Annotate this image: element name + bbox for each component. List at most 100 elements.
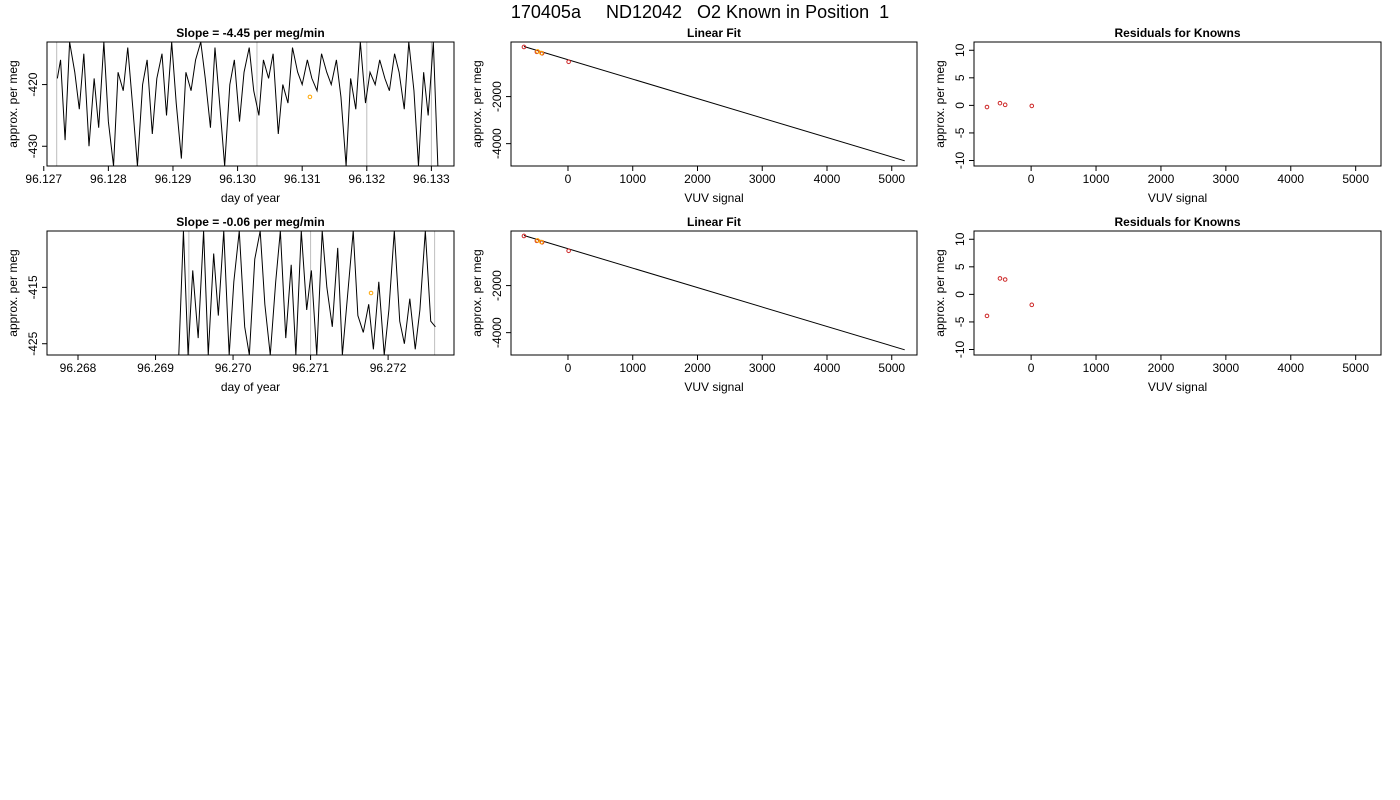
y-axis-label: approx. per meg [470,249,484,336]
chart-panel-3: 0 1000 2000 3000 4000 5000 10 5 0 -5 -10 Residuals … [933,26,1382,205]
data-point [997,276,1003,281]
x-tick-label: 96.272 [370,361,407,375]
chart-panel-6: 0 1000 2000 3000 4000 5000 10 5 0 -5 -10 Residuals … [933,215,1382,394]
plot-frame [46,230,455,356]
x-tick-label: 3000 [1213,361,1240,375]
y-tick-label: 5 [953,263,967,270]
data-point [984,313,990,319]
chart-title: Residuals for Knowns [1114,26,1240,40]
x-tick-label: 96.133 [413,172,450,186]
x-axis-label: day of year [221,380,280,394]
x-tick-label: 1000 [1083,172,1110,186]
x-tick-label: 96.130 [219,172,256,186]
y-tick-label: -430 [26,134,40,158]
x-tick-label: 0 [565,172,572,186]
y-tick-label: -415 [26,275,40,299]
y-axis-label: approx. per meg [933,60,947,147]
y-tick-label: 10 [953,232,967,246]
chart-title: Residuals for Knowns [1114,215,1240,229]
x-axis-label: day of year [221,191,280,205]
y-tick-label: -10 [953,151,967,169]
data-point [539,50,544,56]
x-tick-label: 3000 [749,172,776,186]
chart-title: Linear Fit [687,215,741,229]
chart-title: Slope = -4.45 per meg/min [176,26,324,40]
plot-area [984,100,1035,110]
y-tick-label: -5 [953,316,967,327]
x-tick-label: 3000 [1213,172,1240,186]
y-axis-label: approx. per meg [6,60,20,147]
data-point [535,238,540,243]
y-tick-label: -425 [26,331,40,355]
highlight-point [368,290,374,296]
x-tick-label: 2000 [684,172,711,186]
data-point [1029,103,1035,109]
x-tick-label: 96.127 [25,172,62,186]
y-tick-label: -5 [953,127,967,138]
data-point [535,49,540,54]
data-point [1029,302,1035,308]
y-tick-label: -10 [953,340,967,358]
y-tick-label: -2000 [490,270,504,301]
y-tick-label: 10 [953,43,967,57]
chart-panel-1: 96.127 96.128 96.129 96.130 96.131 96.132 96.1… [6,26,455,205]
x-axis-label: VUV signal [684,191,743,205]
data-point [566,248,571,254]
y-tick-label: 5 [953,74,967,81]
plot-frame [510,230,918,356]
chart-panel-5: 0 1000 2000 3000 4000 5000 -2000 -4000 Linear Fi… [470,215,918,394]
x-tick-label: 4000 [1277,361,1304,375]
x-tick-label: 1000 [619,172,646,186]
data-point [521,44,527,50]
x-axis-label: VUV signal [1148,380,1207,394]
y-tick-label: -4000 [490,128,504,159]
x-tick-label: 4000 [1277,172,1304,186]
x-tick-label: 3000 [749,361,776,375]
data-point [984,104,990,110]
x-tick-label: 96.132 [348,172,385,186]
trace-line [47,231,436,355]
plot-frame [510,41,918,167]
x-axis-label: VUV signal [1148,191,1207,205]
x-axis-label: VUV signal [684,380,743,394]
x-tick-label: 2000 [1148,172,1175,186]
fit-line [523,234,905,351]
x-tick-label: 5000 [1342,361,1369,375]
x-tick-label: 96.129 [155,172,192,186]
x-tick-label: 1000 [1083,361,1110,375]
y-tick-label: -420 [26,72,40,96]
plot-area [56,42,439,166]
x-tick-label: 2000 [1148,361,1175,375]
data-point [521,233,527,239]
highlight-point [307,94,313,100]
page-title: 170405a ND12042 O2 Known in Position 1 [510,2,890,22]
trace-line [56,42,439,166]
x-tick-label: 5000 [878,172,905,186]
plot-frame [973,230,1382,356]
x-tick-label: 4000 [814,361,841,375]
data-point [1002,277,1008,282]
y-axis-label: approx. per meg [6,249,20,336]
data-point [539,239,544,245]
plot-frame [973,41,1382,167]
y-tick-label: 0 [953,102,967,109]
x-tick-label: 0 [1028,361,1035,375]
x-tick-label: 0 [565,361,572,375]
chart-title: Linear Fit [687,26,741,40]
x-tick-label: 96.269 [137,361,174,375]
y-tick-label: -4000 [490,317,504,348]
plot-area [521,44,905,162]
x-tick-label: 2000 [684,361,711,375]
x-tick-label: 5000 [878,361,905,375]
plot-area [984,276,1035,319]
x-tick-label: 96.131 [284,172,321,186]
x-tick-label: 4000 [814,172,841,186]
chart-title: Slope = -0.06 per meg/min [176,215,324,229]
x-tick-label: 96.270 [215,361,252,375]
y-axis-label: approx. per meg [470,60,484,147]
data-point [1002,102,1008,108]
x-tick-label: 96.268 [60,361,97,375]
plot-area [47,231,436,355]
x-tick-label: 0 [1028,172,1035,186]
